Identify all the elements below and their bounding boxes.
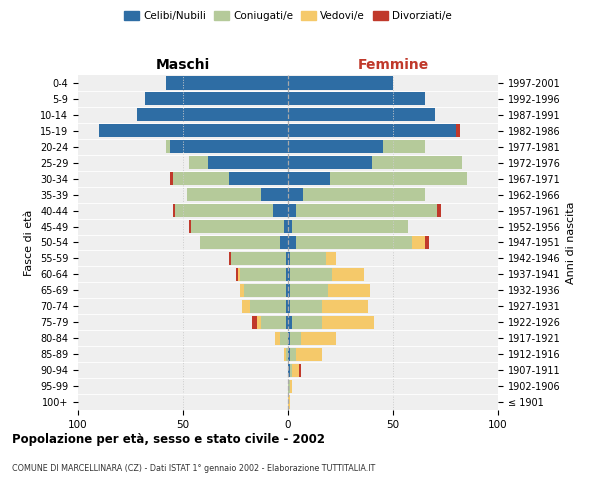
Bar (175, 204, 274, 217)
Bar (187, 188, 260, 201)
Bar (166, 140, 170, 153)
Bar (288, 172, 330, 185)
Bar (173, 204, 175, 217)
Bar (99, 124, 288, 138)
Bar (284, 220, 288, 233)
Bar (242, 300, 250, 313)
Text: Maschi: Maschi (156, 58, 210, 72)
Y-axis label: Fasce di età: Fasce di età (25, 210, 34, 276)
Bar (288, 156, 372, 170)
Bar (288, 188, 303, 201)
Bar (286, 268, 288, 281)
Bar (322, 316, 374, 329)
Bar (190, 220, 191, 233)
Bar (296, 348, 322, 360)
Bar (238, 268, 240, 281)
Bar (274, 204, 288, 217)
Bar (288, 220, 292, 233)
Bar (286, 316, 288, 329)
Bar (280, 236, 288, 249)
Bar (260, 188, 288, 201)
Bar (240, 284, 244, 297)
Bar (288, 76, 393, 90)
Bar (330, 172, 467, 185)
Bar (288, 252, 290, 265)
Bar (284, 348, 286, 360)
Bar (253, 316, 257, 329)
Bar (288, 364, 290, 376)
Bar (383, 140, 425, 153)
Bar (166, 76, 288, 90)
Text: COMUNE DI MARCELLINARA (CZ) - Dati ISTAT 1° gennaio 2002 - Elaborazione TUTTITAL: COMUNE DI MARCELLINARA (CZ) - Dati ISTAT… (12, 464, 375, 473)
Bar (288, 140, 383, 153)
Bar (290, 252, 326, 265)
Bar (229, 252, 232, 265)
Bar (290, 332, 301, 345)
Bar (303, 188, 425, 201)
Bar (286, 300, 288, 313)
Bar (288, 108, 435, 122)
Bar (170, 172, 173, 185)
Bar (208, 156, 288, 170)
Bar (173, 172, 229, 185)
Bar (229, 172, 288, 185)
Bar (292, 220, 408, 233)
Text: Popolazione per età, sesso e stato civile - 2002: Popolazione per età, sesso e stato civil… (12, 432, 325, 446)
Bar (275, 332, 280, 345)
Bar (290, 268, 332, 281)
Bar (296, 236, 412, 249)
Bar (296, 204, 437, 217)
Bar (200, 236, 280, 249)
Bar (257, 316, 260, 329)
Bar (288, 92, 425, 106)
Bar (288, 284, 290, 297)
Bar (332, 268, 364, 281)
Bar (301, 332, 337, 345)
Bar (286, 348, 288, 360)
Bar (425, 236, 428, 249)
Bar (239, 268, 286, 281)
Bar (328, 284, 370, 297)
Bar (288, 348, 290, 360)
Legend: Celibi/Nubili, Coniugati/e, Vedovi/e, Divorziati/e: Celibi/Nubili, Coniugati/e, Vedovi/e, Di… (120, 6, 456, 25)
Bar (288, 332, 290, 345)
Bar (412, 236, 425, 249)
Bar (170, 140, 288, 153)
Bar (372, 156, 463, 170)
Bar (145, 92, 288, 106)
Y-axis label: Anni di nascita: Anni di nascita (566, 201, 576, 284)
Bar (190, 156, 208, 170)
Bar (292, 364, 299, 376)
Bar (280, 332, 288, 345)
Bar (288, 268, 290, 281)
Bar (288, 396, 290, 408)
Bar (260, 316, 286, 329)
Bar (288, 124, 456, 138)
Bar (292, 316, 322, 329)
Bar (290, 284, 328, 297)
Bar (299, 364, 301, 376)
Bar (290, 380, 292, 392)
Bar (288, 380, 290, 392)
Bar (244, 284, 286, 297)
Text: Femmine: Femmine (358, 58, 428, 72)
Bar (290, 300, 322, 313)
Bar (235, 268, 238, 281)
Bar (250, 300, 286, 313)
Bar (191, 220, 284, 233)
Bar (288, 204, 296, 217)
Bar (326, 252, 337, 265)
Bar (288, 300, 290, 313)
Bar (288, 236, 296, 249)
Bar (231, 252, 286, 265)
Bar (290, 348, 296, 360)
Bar (137, 108, 288, 122)
Bar (286, 284, 288, 297)
Bar (456, 124, 460, 138)
Bar (290, 364, 292, 376)
Bar (288, 316, 292, 329)
Bar (322, 300, 368, 313)
Bar (286, 252, 288, 265)
Bar (437, 204, 442, 217)
